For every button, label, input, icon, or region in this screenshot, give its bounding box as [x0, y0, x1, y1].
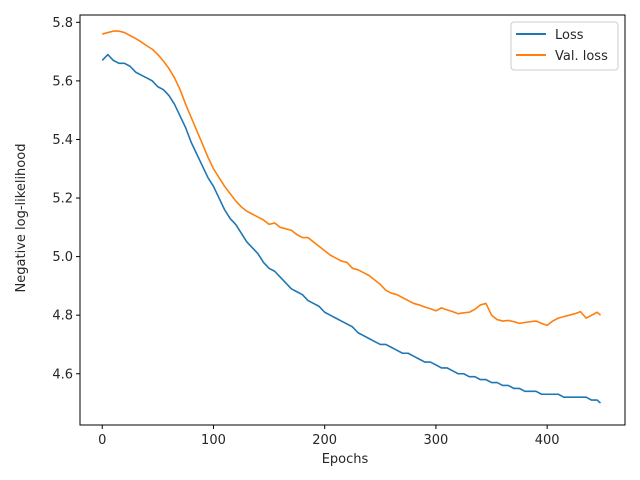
y-axis-label: Negative log-likelihood: [14, 144, 29, 293]
series-line-0: [101, 53, 602, 404]
y-tick-label: 5.2: [52, 192, 73, 207]
axes-frame: [79, 14, 626, 426]
x-tick-label: 200: [312, 433, 337, 448]
series-line-1: [102, 30, 602, 327]
y-tick-label: 5.4: [52, 133, 73, 148]
legend-label-loss: Loss: [555, 28, 584, 43]
legend-label-val-loss: Val. loss: [555, 49, 608, 64]
plot-area: [79, 14, 626, 426]
y-tick-label: 4.6: [52, 367, 73, 382]
x-tick-label: 0: [98, 433, 106, 448]
x-tick-label: 400: [535, 433, 560, 448]
y-tick-label: 5.0: [52, 250, 73, 265]
y-tick-label: 5.6: [52, 74, 73, 89]
y-tick-label: 4.8: [52, 309, 73, 324]
lines-layer: [101, 30, 602, 404]
legend: Loss Val. loss: [510, 21, 619, 71]
x-tick-label: 100: [201, 433, 226, 448]
y-tick-label: 5.8: [52, 16, 73, 31]
y-axis: 4.6 4.8 5.0 5.2 5.4 5.6 5.8: [52, 16, 80, 382]
x-axis: 0 100 200 300 400: [98, 425, 560, 448]
x-tick-label: 300: [424, 433, 449, 448]
x-axis-label: Epochs: [322, 452, 369, 467]
